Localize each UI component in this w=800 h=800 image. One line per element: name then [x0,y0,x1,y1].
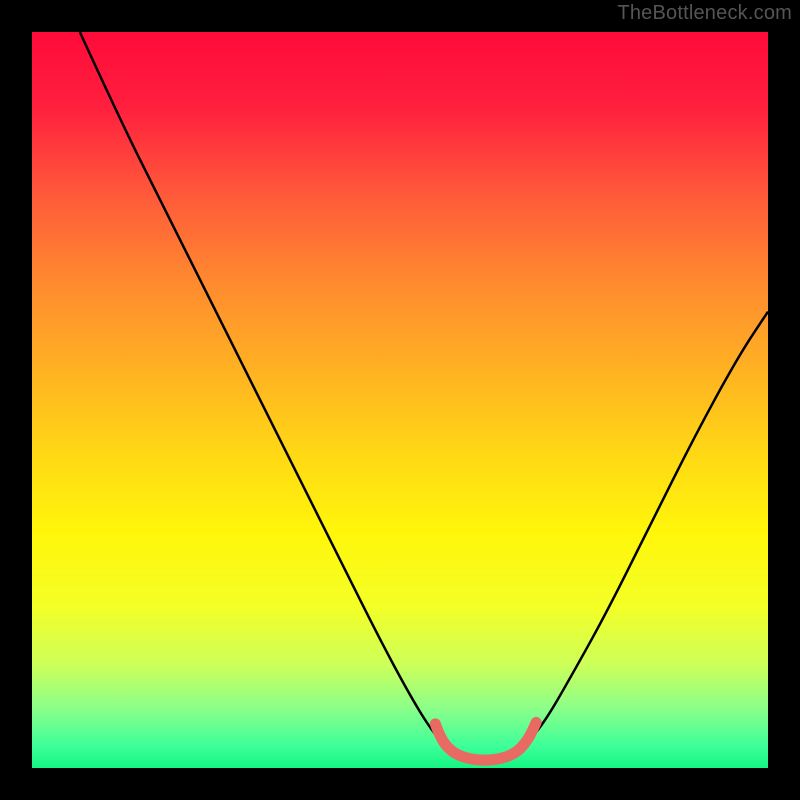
watermark-text: TheBottleneck.com [617,2,792,25]
chart-frame: TheBottleneck.com [0,0,800,800]
chart-background-gradient [32,32,768,768]
bottleneck-curve-chart [0,0,800,800]
